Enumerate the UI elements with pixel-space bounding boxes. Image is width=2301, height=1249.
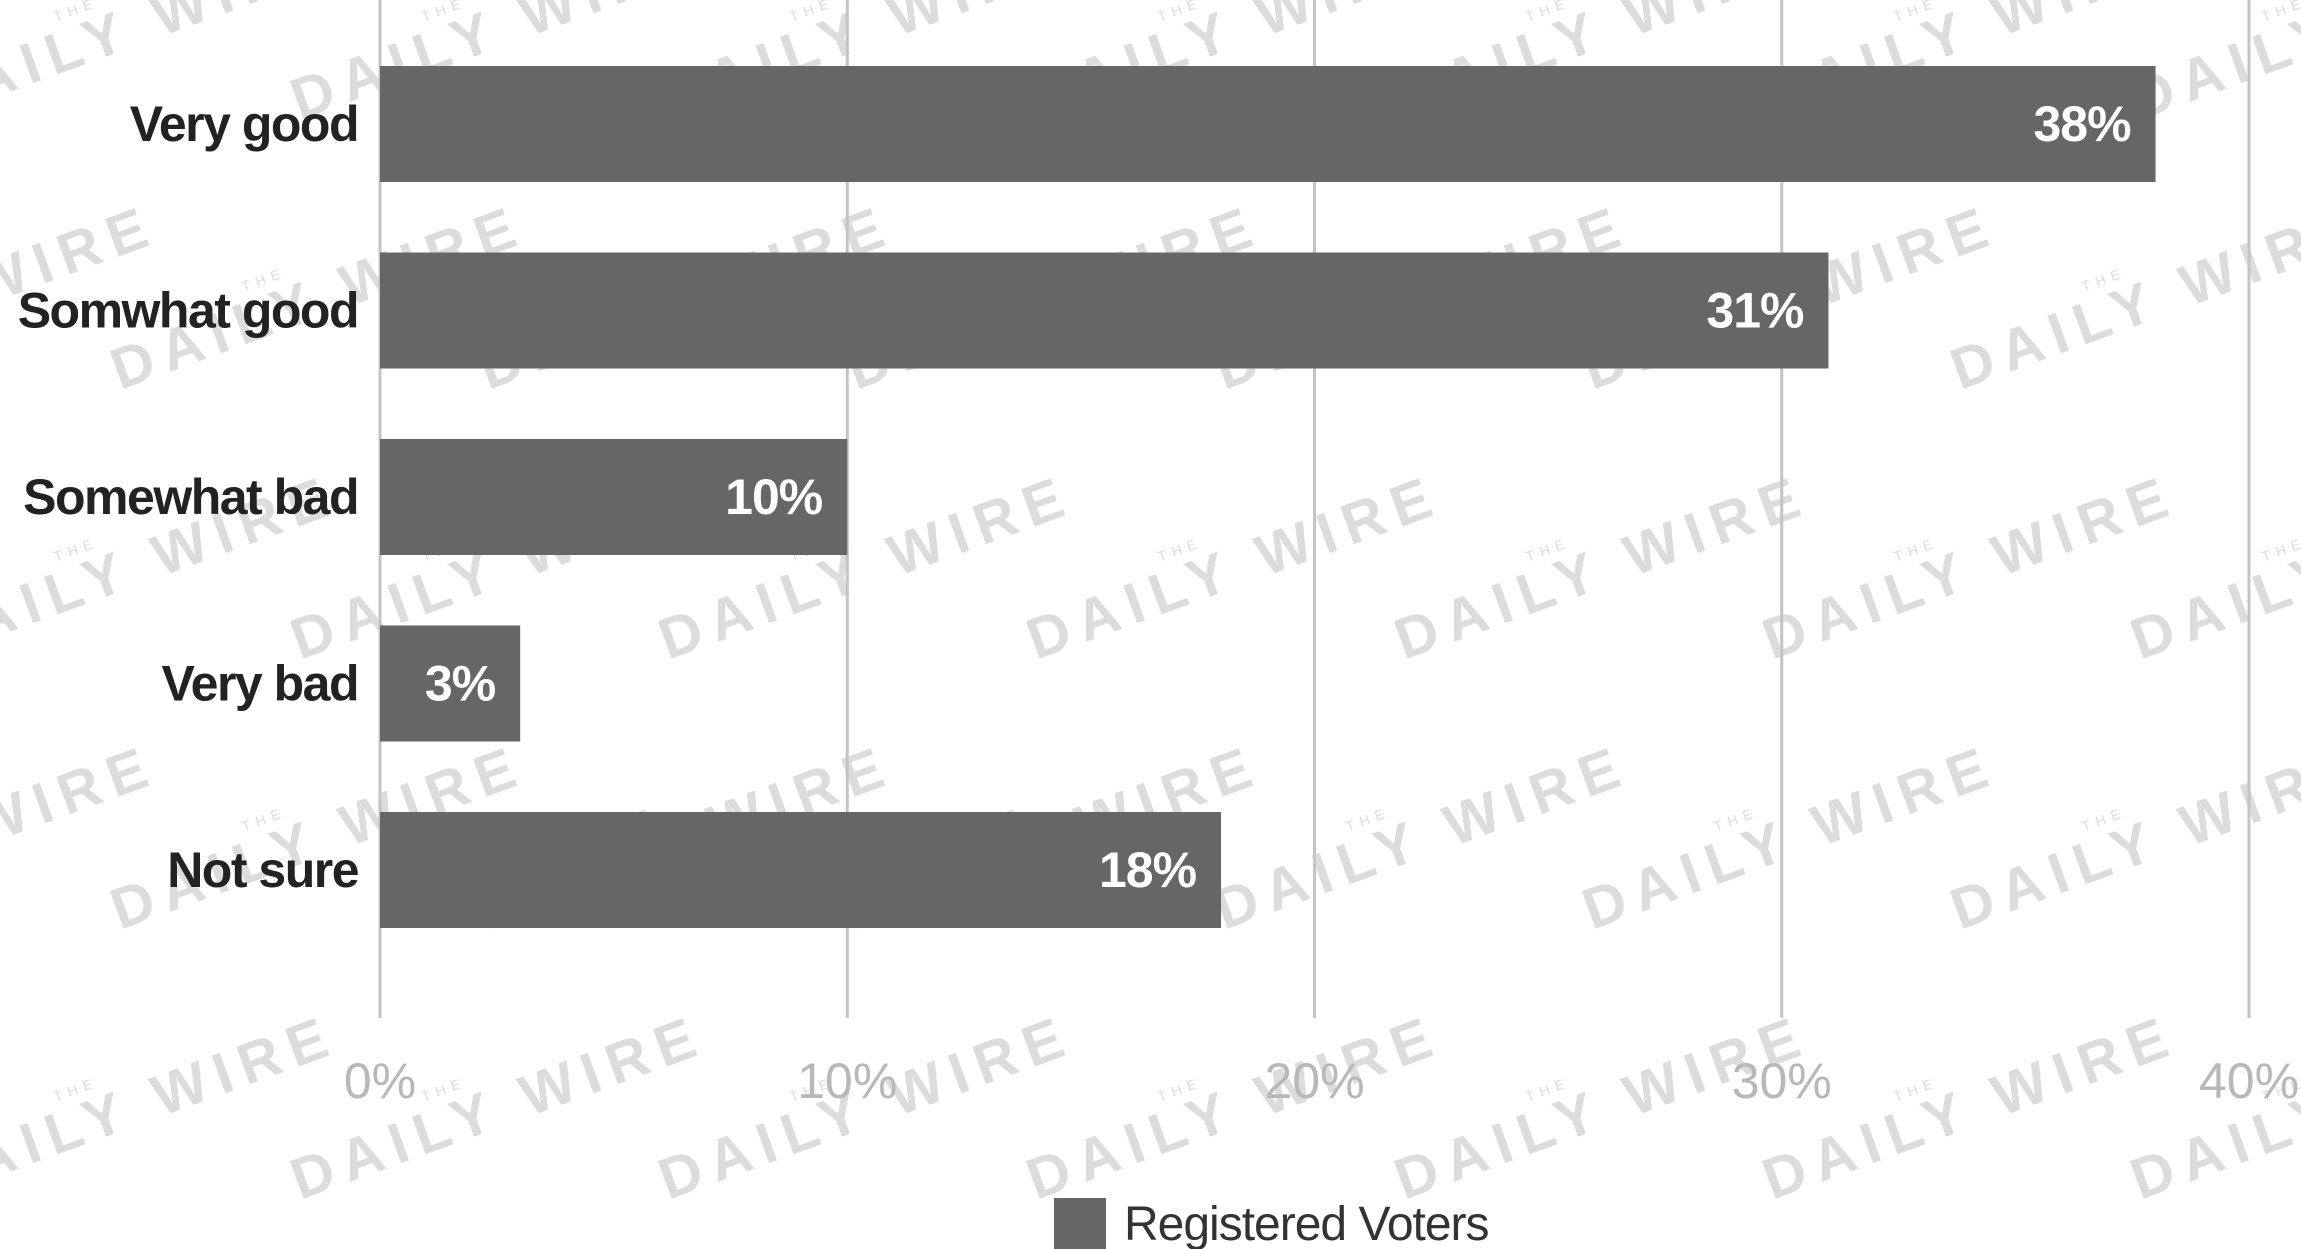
category-label: Very bad bbox=[162, 656, 358, 712]
bar bbox=[380, 812, 1222, 928]
category-label: Somwhat good bbox=[18, 283, 358, 339]
watermark-text: DAILY WIRE bbox=[1018, 462, 1449, 672]
bar bbox=[380, 439, 848, 555]
watermark-text: DAILY WIRE bbox=[1942, 192, 2301, 402]
x-tick-label: 30% bbox=[1732, 1053, 1832, 1109]
bar bbox=[380, 252, 1829, 369]
category-label: Not sure bbox=[167, 842, 359, 898]
legend-swatch bbox=[1054, 1198, 1106, 1249]
data-label: 31% bbox=[1706, 283, 1804, 339]
watermark-text: DAILY WIRE bbox=[1206, 732, 1637, 942]
watermark-text: DAILY WIRE bbox=[1018, 1002, 1449, 1212]
category-label: Somewhat bad bbox=[23, 469, 358, 525]
x-tick-label: 0% bbox=[344, 1053, 416, 1109]
labels: 0% 10% 20% 30% 40% Very good 38% Somwhat good 31… bbox=[18, 96, 2299, 1109]
data-label: 10% bbox=[725, 469, 823, 525]
data-label: 38% bbox=[2033, 96, 2131, 152]
legend: Registered Voters bbox=[1054, 1198, 1490, 1249]
watermark-text: DAILY WIRE bbox=[1386, 462, 1817, 672]
legend-label: Registered Voters bbox=[1124, 1198, 1489, 1249]
watermark-text: DAILY WIRE bbox=[1942, 732, 2301, 942]
x-tick-label: 10% bbox=[797, 1053, 897, 1109]
bars bbox=[380, 66, 2156, 928]
x-tick-label: 40% bbox=[2199, 1053, 2299, 1109]
bar bbox=[380, 625, 521, 742]
x-tick-label: 20% bbox=[1264, 1053, 1364, 1109]
data-label: 18% bbox=[1099, 842, 1197, 898]
data-label: 3% bbox=[425, 656, 496, 712]
bar bbox=[380, 66, 2156, 182]
category-label: Very good bbox=[130, 96, 358, 152]
watermark-text: DAILY WIRE bbox=[1574, 732, 2005, 942]
watermark-text: DAILY WIRE bbox=[1754, 462, 2185, 672]
